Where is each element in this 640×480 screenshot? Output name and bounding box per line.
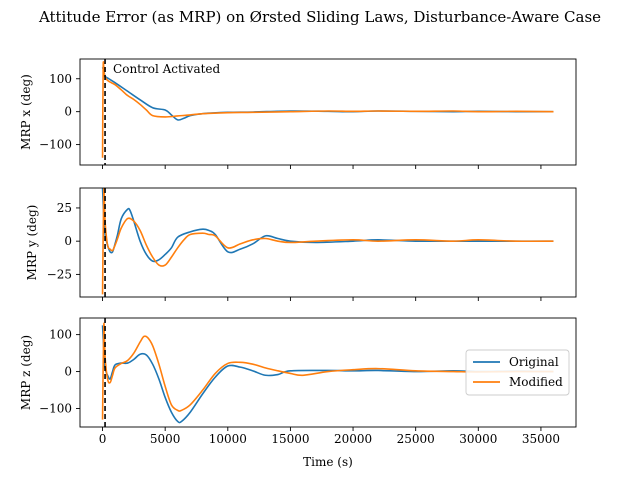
x-tick-label: 30000 [459,432,497,446]
series-group [101,61,554,158]
y-axis-label: MRP z (deg) [19,335,33,410]
series-line-original [101,325,554,424]
x-tick-label: 35000 [522,432,560,446]
legend-label-modified: Modified [509,375,563,389]
panel-2: 25 0 −25 MRP y (deg) [25,187,577,301]
y-tick-label: 25 [57,201,72,215]
x-tick-label: 25000 [397,432,435,446]
y-axis-label: MRP y (deg) [25,205,39,281]
y-tick-label: 0 [64,234,72,248]
chart-title: Attitude Error (as MRP) on Ørsted Slidin… [38,8,601,26]
panel-frame [79,187,577,298]
panel-3: 100 0 −100 0 5000 10000 15000 20000 25000 30000 35… [19,317,577,446]
x-tick-label: 0 [99,432,107,446]
y-tick-label: 0 [64,105,72,119]
y-tick-label: −100 [39,402,72,416]
y-axis-label: MRP x (deg) [19,74,33,150]
y-tick-label: −100 [39,138,72,152]
y-tick-label: 100 [49,328,72,342]
series-line-original [101,188,554,263]
series-line-modified [101,188,554,295]
series-group [101,188,554,295]
panel-1: 100 0 −100 MRP x (deg) Control Activated [19,58,577,169]
x-tick-label: 10000 [209,432,247,446]
y-tick-label: 0 [64,365,72,379]
series-group [101,322,554,424]
y-tick-label: −25 [47,267,72,281]
x-tick-label: 15000 [271,432,309,446]
x-tick-label: 5000 [150,432,181,446]
y-tick-label: 100 [49,72,72,86]
series-line-modified [101,61,554,158]
legend: Original Modified [465,349,570,396]
panel-frame [79,317,577,428]
x-axis-label: Time (s) [303,455,353,469]
annotation-control-activated: Control Activated [113,62,220,76]
legend-label-original: Original [509,355,559,369]
series-line-modified [101,322,554,420]
x-tick-label: 20000 [334,432,372,446]
